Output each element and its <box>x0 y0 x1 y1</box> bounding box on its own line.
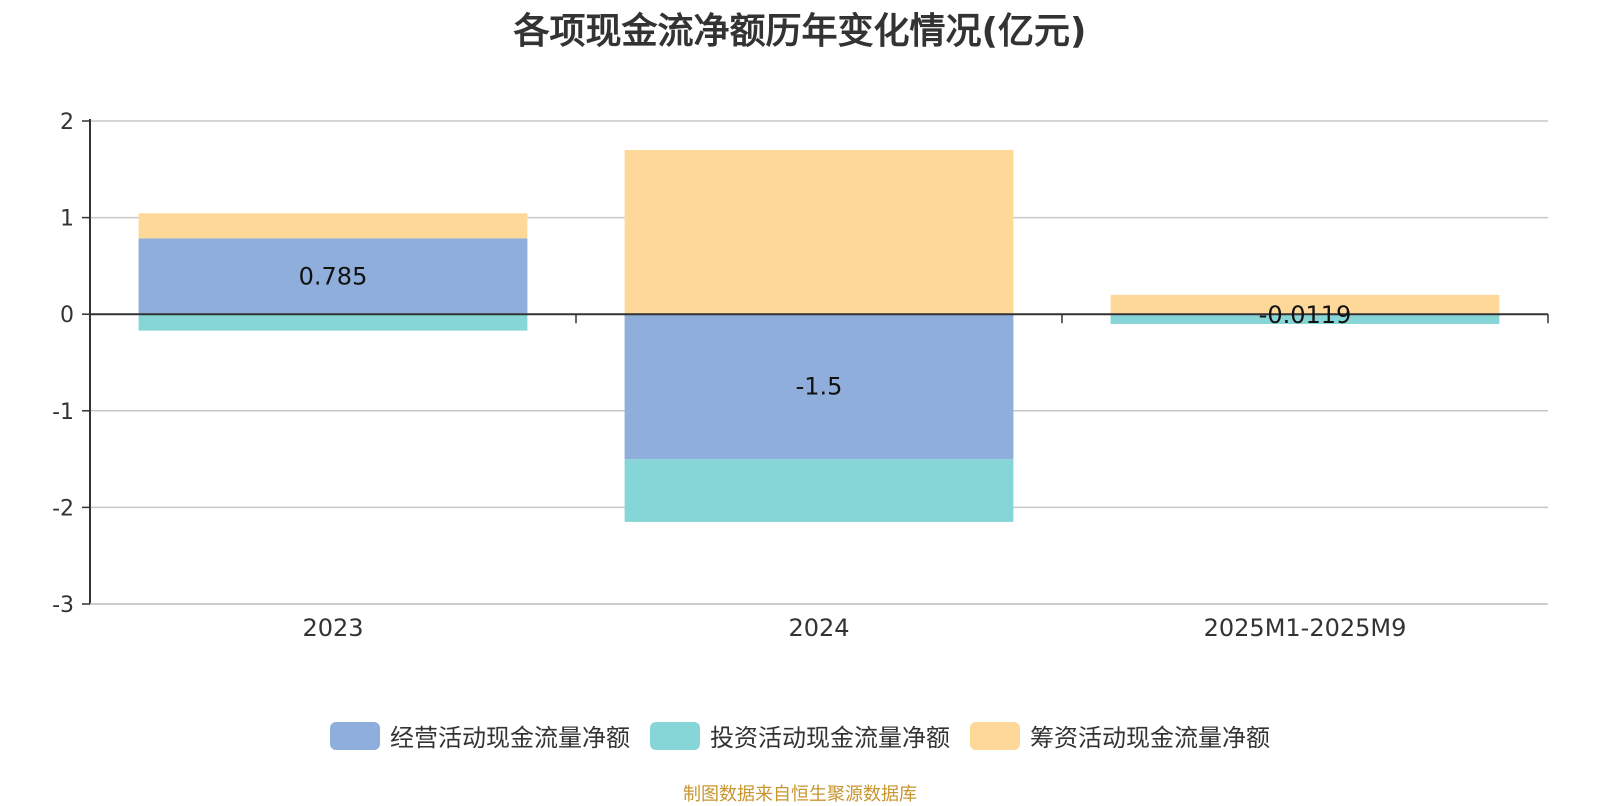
source-note: 制图数据来自恒生聚源数据库 <box>683 784 917 805</box>
y-tick-label: 1 <box>60 207 74 232</box>
legend-label-financing: 筹资活动现金流量净额 <box>1030 724 1270 752</box>
legend-swatch-investing <box>650 721 700 750</box>
data-label: 0.785 <box>299 262 368 290</box>
legend: 经营活动现金流量净额 投资活动现金流量净额 筹资活动现金流量净额 <box>0 718 1600 753</box>
legend-item-financing[interactable]: 筹资活动现金流量净额 <box>970 718 1270 753</box>
chart-plot: 2 1 0 -1 -2 -3 2023 2024 2025M1-2025M9 0.785 -1.5 -… <box>52 110 1549 642</box>
bar-financing-0 <box>138 213 528 239</box>
x-tick-label: 2023 <box>302 614 363 642</box>
legend-item-operating[interactable]: 经营活动现金流量净额 <box>330 718 630 753</box>
legend-label-investing: 投资活动现金流量净额 <box>710 724 950 752</box>
y-tick-label: -1 <box>52 400 74 425</box>
y-tick-label: -3 <box>52 593 74 618</box>
data-label: -0.0119 <box>1259 301 1352 329</box>
bar-investing-1 <box>624 459 1014 522</box>
bar-financing-2 <box>1110 294 1500 315</box>
bar-operating-0 <box>138 238 528 315</box>
legend-label-operating: 经营活动现金流量净额 <box>390 724 630 752</box>
y-tick-label: 0 <box>60 303 74 328</box>
bar-investing-0 <box>138 314 528 331</box>
bar-investing-2 <box>1110 315 1500 325</box>
x-tick-label: 2024 <box>788 614 849 642</box>
x-tick-label: 2025M1-2025M9 <box>1204 614 1407 642</box>
legend-swatch-operating <box>330 721 380 750</box>
legend-item-investing[interactable]: 投资活动现金流量净额 <box>650 718 950 753</box>
y-tick-label: -2 <box>52 496 74 521</box>
data-label: -1.5 <box>796 373 843 401</box>
legend-swatch-financing <box>970 721 1020 750</box>
y-tick-label: 2 <box>60 110 74 135</box>
chart-title: 各项现金流净额历年变化情况(亿元) <box>513 11 1087 52</box>
bar-operating-1 <box>624 314 1014 460</box>
bar-financing-1 <box>624 149 1014 315</box>
